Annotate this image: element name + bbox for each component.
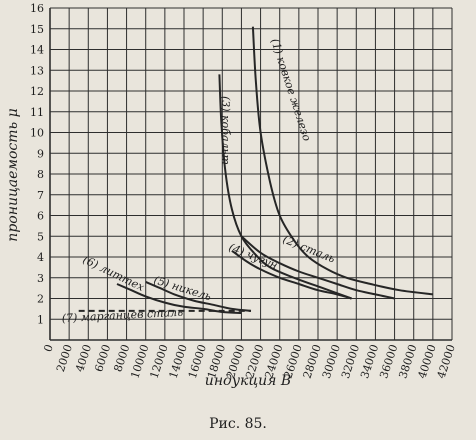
y-tick-label: 16 [30, 2, 44, 15]
y-tick-label: 11 [30, 106, 44, 119]
x-axis-label: индукция B [205, 373, 291, 389]
x-tick-label: 0 [41, 343, 56, 354]
y-tick-label: 3 [37, 272, 44, 285]
curve-label: (6) литтех [81, 253, 147, 294]
curve-line [251, 26, 434, 296]
curve-line [145, 280, 252, 312]
y-tick-label: 2 [37, 293, 44, 306]
curve-labels: (1) ковкое железо (2) сталь (3) кобальт (4)… [61, 37, 336, 325]
y-axis-label: проницаемость μ [5, 108, 21, 241]
y-tick-label: 4 [37, 251, 44, 264]
curve-line [231, 249, 352, 300]
x-tick-label: 2000 [54, 343, 75, 374]
y-tick-label: 1 [37, 313, 44, 326]
y-tick-label: 12 [30, 85, 44, 98]
x-tick-label: 4000 [73, 343, 94, 374]
y-tick-label: 5 [37, 230, 44, 243]
y-tick-label: 14 [30, 44, 44, 57]
curve-label: (3) кобальт [219, 96, 232, 165]
curve-line [240, 235, 395, 300]
y-tick-label: 6 [37, 210, 44, 223]
curves [78, 26, 434, 314]
curve-label: (4) чугун [227, 241, 280, 272]
figure-caption: Рис. 85. [209, 416, 267, 432]
curve-label: (2) сталь [281, 233, 337, 266]
curve-label: (1) ковкое железо [268, 37, 314, 143]
y-tick-label: 10 [30, 127, 44, 140]
curve-line [218, 74, 352, 300]
x-tick-label: 8000 [111, 343, 132, 374]
x-tick-label: 6000 [92, 343, 113, 374]
y-tick-label: 13 [30, 64, 44, 77]
y-tick-label: 15 [30, 23, 44, 36]
y-tick-label: 8 [37, 168, 44, 181]
y-tick-label: 9 [37, 147, 44, 160]
grid [49, 7, 453, 341]
y-tick-label: 7 [37, 189, 44, 202]
curve-label: (7) марганцев сталь [61, 306, 183, 325]
